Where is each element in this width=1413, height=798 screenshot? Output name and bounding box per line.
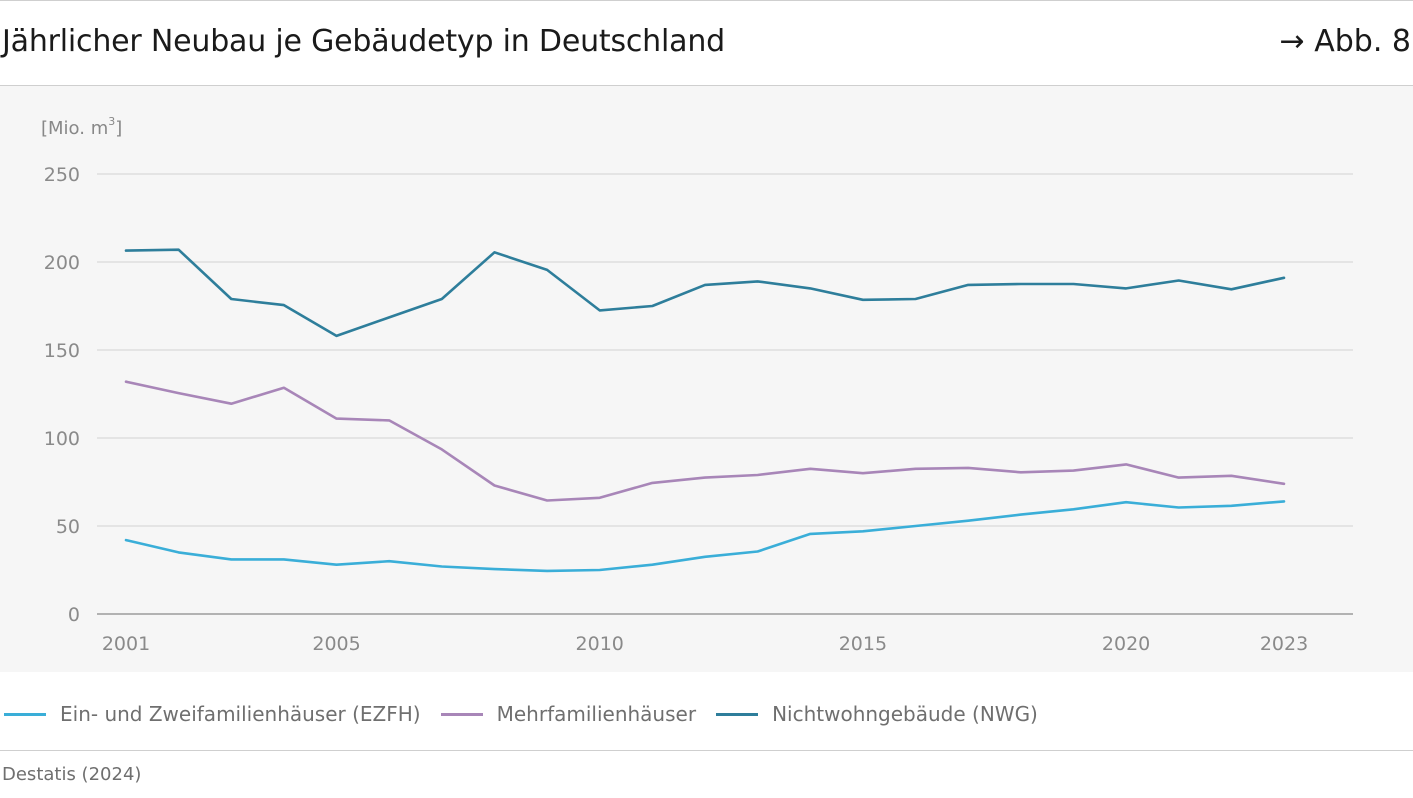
x-tick-label: 2020 xyxy=(1102,633,1150,655)
legend-item: Mehrfamilienhäuser xyxy=(440,702,697,726)
chart-panel xyxy=(0,86,1413,672)
y-axis-label-text: [Mio. m xyxy=(41,118,109,139)
y-axis-label-superscript: 3 xyxy=(108,115,116,128)
footer-rule xyxy=(0,750,1413,751)
x-tick-label: 2001 xyxy=(102,633,150,655)
y-tick-label: 250 xyxy=(44,164,80,186)
y-tick-label: 100 xyxy=(44,428,80,450)
y-tick-label: 50 xyxy=(56,516,80,538)
line-chart: 0 50 100 150 200 250 2001 2005 2010 2015 2020 2023 xyxy=(44,164,1353,655)
series-line xyxy=(124,500,1286,573)
series-line xyxy=(124,380,1286,502)
legend-swatch xyxy=(716,712,759,716)
y-axis-label: [Mio. m3] xyxy=(41,115,123,139)
source-note: Destatis (2024) xyxy=(2,764,142,785)
y-tick-label: 0 xyxy=(68,604,80,626)
x-tick-label: 2010 xyxy=(576,633,624,655)
legend: Ein- und Zweifamilienhäuser (EZFH) Mehrfa… xyxy=(4,702,1058,726)
legend-label: Ein- und Zweifamilienhäuser (EZFH) xyxy=(60,702,421,726)
title-rule xyxy=(0,85,1413,86)
figure-reference: → Abb. 8 xyxy=(1279,24,1411,59)
legend-swatch xyxy=(440,712,483,716)
x-tick-label: 2005 xyxy=(312,633,360,655)
series-line xyxy=(124,248,1286,338)
y-tick-label: 200 xyxy=(44,252,80,274)
legend-label: Nichtwohngebäude (NWG) xyxy=(772,702,1038,726)
top-rule xyxy=(0,0,1413,1)
y-axis-label-close: ] xyxy=(115,118,123,139)
legend-label: Mehrfamilienhäuser xyxy=(496,702,697,726)
x-tick-label: 2023 xyxy=(1260,633,1308,655)
y-tick-label: 150 xyxy=(44,340,80,362)
x-tick-label: 2015 xyxy=(839,633,887,655)
legend-item: Nichtwohngebäude (NWG) xyxy=(716,702,1038,726)
chart-title: Jährlicher Neubau je Gebäudetyp in Deuts… xyxy=(2,24,725,59)
legend-swatch xyxy=(4,712,46,716)
legend-item: Ein- und Zweifamilienhäuser (EZFH) xyxy=(4,702,421,726)
